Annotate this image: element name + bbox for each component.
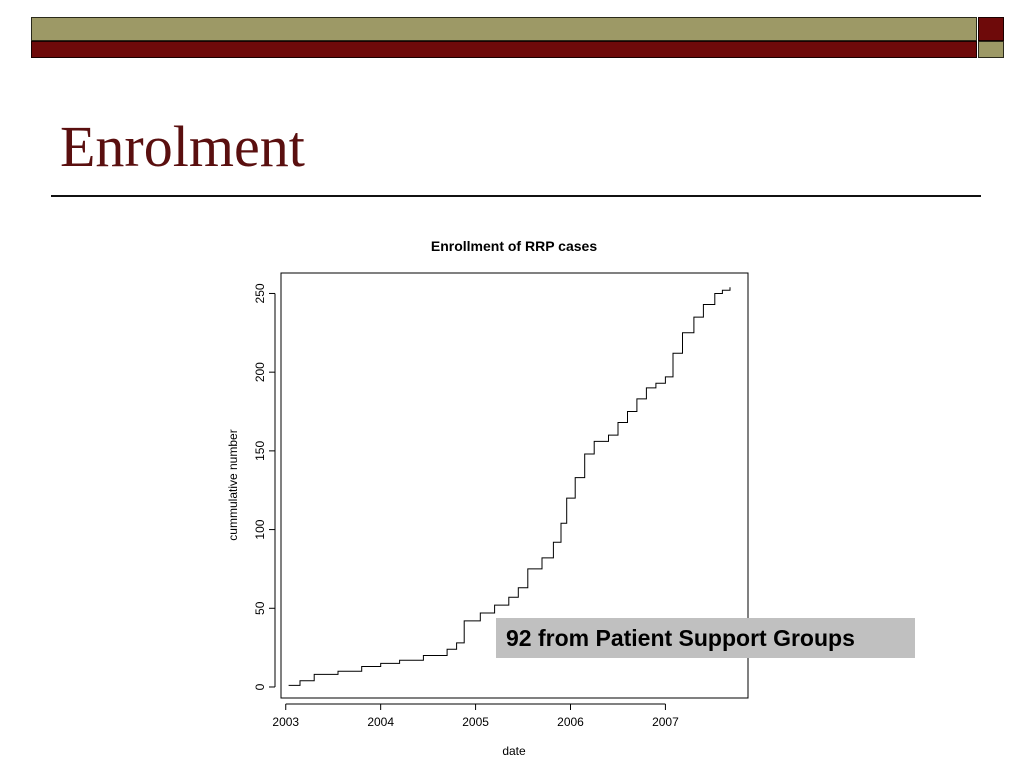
- series-line-cumulative-enrollment: [288, 287, 731, 686]
- x-tick-label: 2006: [557, 715, 584, 729]
- title-divider: [51, 195, 981, 197]
- y-axis: 0 50 100 150 200 250: [253, 283, 276, 690]
- callout-box: 92 from Patient Support Groups: [496, 618, 915, 658]
- y-tick-label: 0: [253, 683, 267, 690]
- plot-frame: [280, 272, 749, 699]
- header-band-olive: [31, 17, 977, 41]
- x-tick-label: 2004: [367, 715, 394, 729]
- x-tick-label: 2003: [272, 715, 299, 729]
- y-tick-label: 150: [253, 441, 267, 461]
- x-axis-label: date: [502, 744, 526, 758]
- x-tick-label: 2007: [652, 715, 679, 729]
- slide-title: Enrolment: [60, 114, 305, 179]
- x-axis: 2003 2004 2005 2006 2007: [272, 703, 679, 729]
- chart-title: Enrollment of RRP cases: [431, 238, 597, 254]
- x-tick-label: 2005: [462, 715, 489, 729]
- y-tick-label: 250: [253, 283, 267, 303]
- header-band-maroon: [31, 41, 977, 58]
- header-square-olive: [978, 41, 1004, 58]
- y-tick-label: 100: [253, 519, 267, 539]
- header-square-maroon: [978, 17, 1004, 41]
- y-tick-label: 50: [253, 601, 267, 615]
- y-axis-label: cummulative number: [226, 429, 240, 540]
- y-tick-label: 200: [253, 362, 267, 382]
